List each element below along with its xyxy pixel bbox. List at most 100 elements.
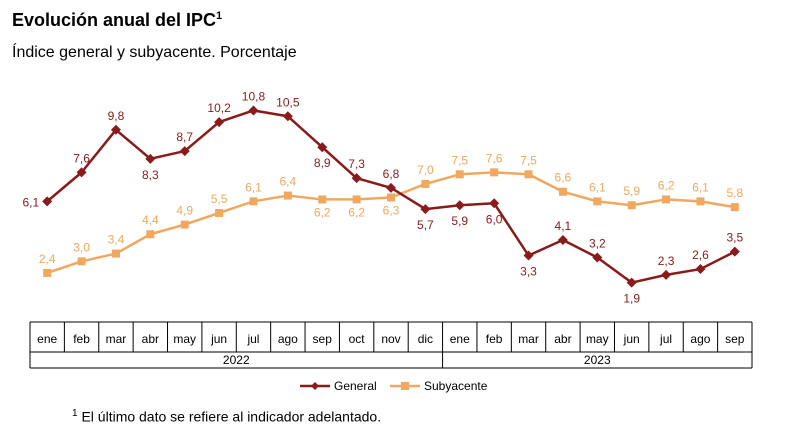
data-label-general: 10,8 [242, 89, 266, 103]
point-subyacente [455, 170, 464, 179]
point-general [42, 196, 53, 207]
data-label-general: 3,2 [589, 236, 606, 250]
data-label-general: 7,6 [73, 151, 90, 165]
x-tick-label: jul [659, 332, 672, 346]
data-label-subyacente: 3,0 [73, 240, 90, 254]
point-general [557, 235, 568, 246]
x-tick-label: may [586, 332, 609, 346]
x-tick-label: sep [313, 332, 333, 346]
title-footnote-marker: 1 [216, 10, 223, 22]
x-tick-label: feb [486, 332, 503, 346]
footnote: 1 El último dato se refiere al indicador… [72, 408, 381, 425]
data-label-subyacente: 4,9 [176, 204, 193, 218]
data-label-general: 8,3 [142, 168, 159, 182]
year-label: 2023 [584, 353, 611, 367]
point-general [454, 200, 465, 211]
data-label-subyacente: 2,4 [39, 252, 56, 266]
data-label-subyacente: 6,2 [314, 205, 331, 219]
point-subyacente [490, 168, 499, 177]
data-label-subyacente: 6,4 [280, 175, 297, 189]
point-subyacente [180, 220, 189, 229]
point-subyacente [77, 257, 86, 266]
point-subyacente [146, 230, 155, 239]
data-label-general: 1,9 [623, 292, 640, 306]
legend-marker-general [311, 382, 319, 390]
point-subyacente [43, 268, 52, 277]
point-subyacente [730, 203, 739, 212]
data-label-subyacente: 5,8 [726, 186, 743, 200]
data-label-subyacente: 7,5 [451, 153, 468, 167]
point-subyacente [215, 208, 224, 217]
data-label-general: 3,3 [520, 265, 537, 279]
point-general [317, 142, 328, 153]
data-label-subyacente: 7,6 [486, 151, 503, 165]
legend-label-general: General [334, 379, 377, 393]
x-tick-label: abr [554, 332, 571, 346]
data-label-subyacente: 6,3 [383, 204, 400, 218]
point-general [386, 182, 396, 193]
point-general [214, 117, 225, 128]
x-tick-label: feb [73, 332, 90, 346]
data-label-subyacente: 6,6 [555, 171, 572, 185]
data-label-subyacente: 6,2 [348, 205, 365, 219]
year-label: 2022 [223, 353, 250, 367]
data-label-subyacente: 6,2 [658, 178, 675, 192]
point-general [592, 252, 603, 263]
data-label-general: 6,1 [23, 195, 40, 209]
x-tick-label: oct [349, 332, 366, 346]
point-subyacente [387, 193, 395, 202]
data-label-subyacente: 4,4 [142, 213, 159, 227]
point-general [523, 250, 534, 261]
data-label-subyacente: 7,0 [417, 163, 434, 177]
x-tick-label: abr [142, 332, 159, 346]
data-label-subyacente: 7,5 [520, 153, 537, 167]
x-tick-label: nov [381, 332, 400, 346]
point-subyacente [558, 187, 567, 196]
x-tick-label: jun [210, 332, 227, 346]
data-label-general: 5,9 [451, 214, 468, 228]
point-general [420, 204, 431, 215]
data-label-subyacente: 3,4 [108, 233, 125, 247]
data-label-general: 10,2 [207, 101, 231, 115]
data-label-general: 2,3 [658, 254, 675, 268]
x-tick-label: ene [37, 332, 57, 346]
chart-title: Evolución anual del IPC1 [12, 10, 222, 31]
data-label-general: 4,1 [555, 219, 572, 233]
point-general [248, 105, 259, 116]
point-general [729, 246, 740, 257]
data-label-general: 6,8 [383, 167, 400, 181]
x-tick-label: ene [450, 332, 470, 346]
data-label-general: 8,9 [314, 156, 331, 170]
x-tick-label: sep [725, 332, 745, 346]
data-label-general: 6,0 [486, 212, 503, 226]
data-label-general: 9,8 [108, 109, 125, 123]
point-general [179, 146, 190, 157]
x-tick-label: jul [246, 332, 259, 346]
point-general [76, 167, 87, 178]
data-label-general: 5,7 [417, 218, 434, 232]
point-subyacente [696, 197, 705, 206]
data-label-general: 3,5 [726, 231, 743, 245]
point-subyacente [662, 195, 671, 204]
point-subyacente [283, 191, 292, 200]
x-tick-label: mar [518, 332, 539, 346]
x-tick-label: mar [106, 332, 127, 346]
data-label-general: 2,6 [692, 248, 709, 262]
point-general [110, 124, 121, 135]
data-label-subyacente: 6,1 [245, 180, 262, 194]
point-subyacente [593, 197, 602, 206]
chart-subtitle: Índice general y subyacente. Porcentaje [12, 44, 297, 61]
data-label-subyacente: 5,9 [623, 184, 640, 198]
point-general [145, 153, 156, 164]
point-subyacente [111, 249, 120, 258]
data-label-subyacente: 5,5 [211, 192, 228, 206]
point-general [695, 264, 706, 275]
point-general [661, 269, 672, 280]
legend-marker-subyacente [401, 382, 409, 390]
data-label-general: 10,5 [276, 95, 300, 109]
point-general [282, 111, 293, 122]
x-tick-label: ago [690, 332, 710, 346]
x-tick-label: dic [418, 332, 433, 346]
chart-title-text: Evolución anual del IPC [12, 10, 217, 30]
